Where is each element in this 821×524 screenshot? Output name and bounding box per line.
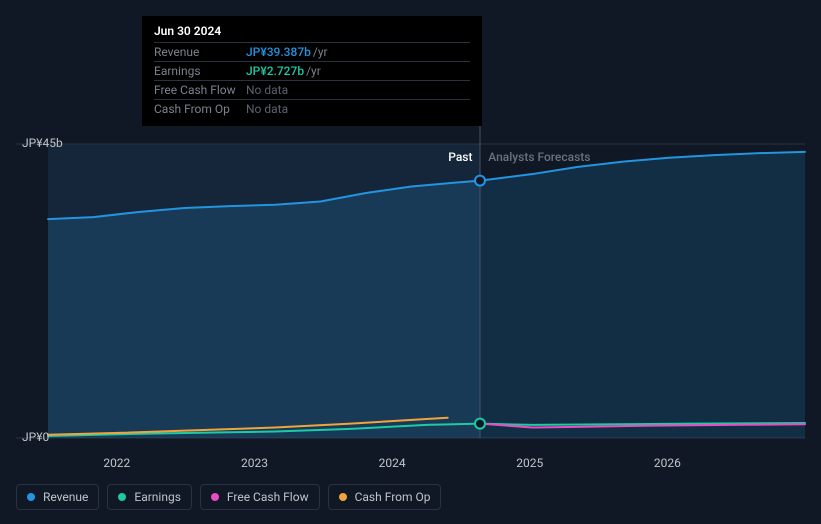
tooltip-row-unit: /yr (306, 64, 321, 78)
x-tick-label: 2026 (654, 456, 681, 470)
y-tick-label: JP¥45b (22, 136, 63, 150)
forecast-label: Analysts Forecasts (488, 150, 590, 164)
legend-dot-icon (211, 493, 219, 501)
legend-label: Free Cash Flow (227, 490, 309, 504)
legend-label: Earnings (134, 490, 181, 504)
legend-item[interactable]: Earnings (107, 484, 192, 510)
legend-label: Cash From Op (355, 490, 431, 504)
tooltip-date: Jun 30 2024 (154, 24, 470, 42)
legend-dot-icon (339, 493, 347, 501)
legend-dot-icon (27, 493, 35, 501)
x-tick-label: 2022 (103, 456, 130, 470)
forecast-chart: Jun 30 2024 RevenueJP¥39.387b /yrEarning… (0, 0, 821, 524)
legend: Revenue Earnings Free Cash Flow Cash From O… (16, 484, 441, 510)
tooltip-row-value: JP¥2.727b (246, 64, 304, 78)
tooltip-row-label: Earnings (154, 64, 246, 78)
tooltip-row-label: Free Cash Flow (154, 83, 246, 97)
hover-tooltip: Jun 30 2024 RevenueJP¥39.387b /yrEarning… (142, 16, 482, 126)
legend-label: Revenue (43, 490, 88, 504)
legend-dot-icon (118, 493, 126, 501)
x-tick-label: 2023 (241, 456, 268, 470)
tooltip-row: EarningsJP¥2.727b /yr (154, 61, 470, 80)
tooltip-row: Free Cash FlowNo data (154, 80, 470, 99)
tooltip-row-unit: /yr (313, 45, 328, 59)
tooltip-row-label: Cash From Op (154, 102, 246, 116)
legend-item[interactable]: Revenue (16, 484, 99, 510)
tooltip-rows: RevenueJP¥39.387b /yrEarningsJP¥2.727b /… (154, 42, 470, 118)
tooltip-row-nodata: No data (246, 102, 288, 116)
past-label: Past (448, 150, 472, 164)
tooltip-row: RevenueJP¥39.387b /yr (154, 42, 470, 61)
legend-item[interactable]: Cash From Op (328, 484, 442, 510)
x-tick-label: 2024 (379, 456, 406, 470)
legend-item[interactable]: Free Cash Flow (200, 484, 320, 510)
tooltip-row-value: JP¥39.387b (246, 45, 311, 59)
tooltip-row-nodata: No data (246, 83, 288, 97)
y-tick-label: JP¥0 (22, 430, 49, 444)
x-tick-label: 2025 (516, 456, 543, 470)
tooltip-row: Cash From OpNo data (154, 99, 470, 118)
tooltip-row-label: Revenue (154, 45, 246, 59)
